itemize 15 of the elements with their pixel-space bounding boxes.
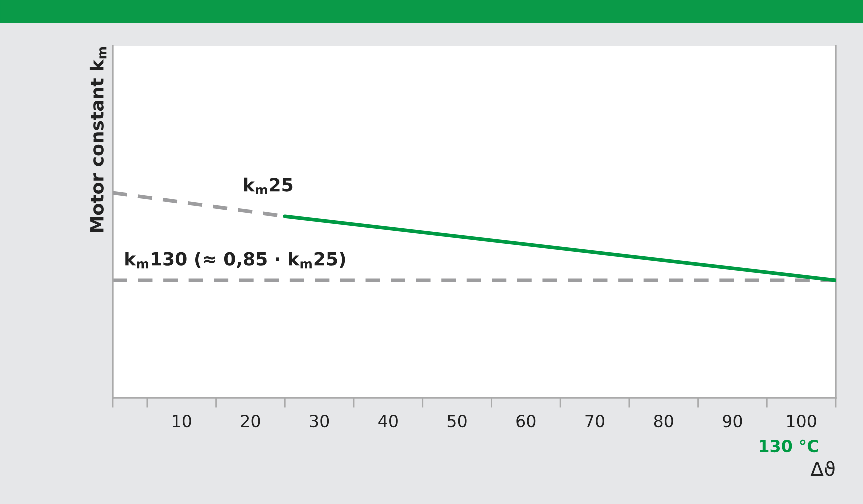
ref-line-label: k$_{m}$130 (≈ 0,85 · k$_{m}$25): [126, 252, 346, 269]
x-tick-label: 10: [173, 414, 192, 428]
y-axis-title: Motor constant k$_{m}$: [90, 48, 107, 232]
annotation: k$_{m}$25: [244, 178, 293, 195]
x-tick-label: 100: [787, 414, 816, 428]
x-tick-label: 90: [723, 414, 742, 428]
x-tick-label: 80: [654, 414, 674, 428]
x-axis-title: Δϑ: [810, 461, 835, 476]
x-tick-label: 50: [448, 414, 467, 428]
x-tick-label: 70: [586, 414, 604, 428]
x-tick-label: 40: [378, 414, 398, 428]
x-tick-label: 20: [241, 414, 260, 428]
x-tick-label: 30: [310, 414, 330, 428]
x-tick-label: 60: [516, 414, 536, 428]
text: 130 °C: [760, 440, 818, 453]
